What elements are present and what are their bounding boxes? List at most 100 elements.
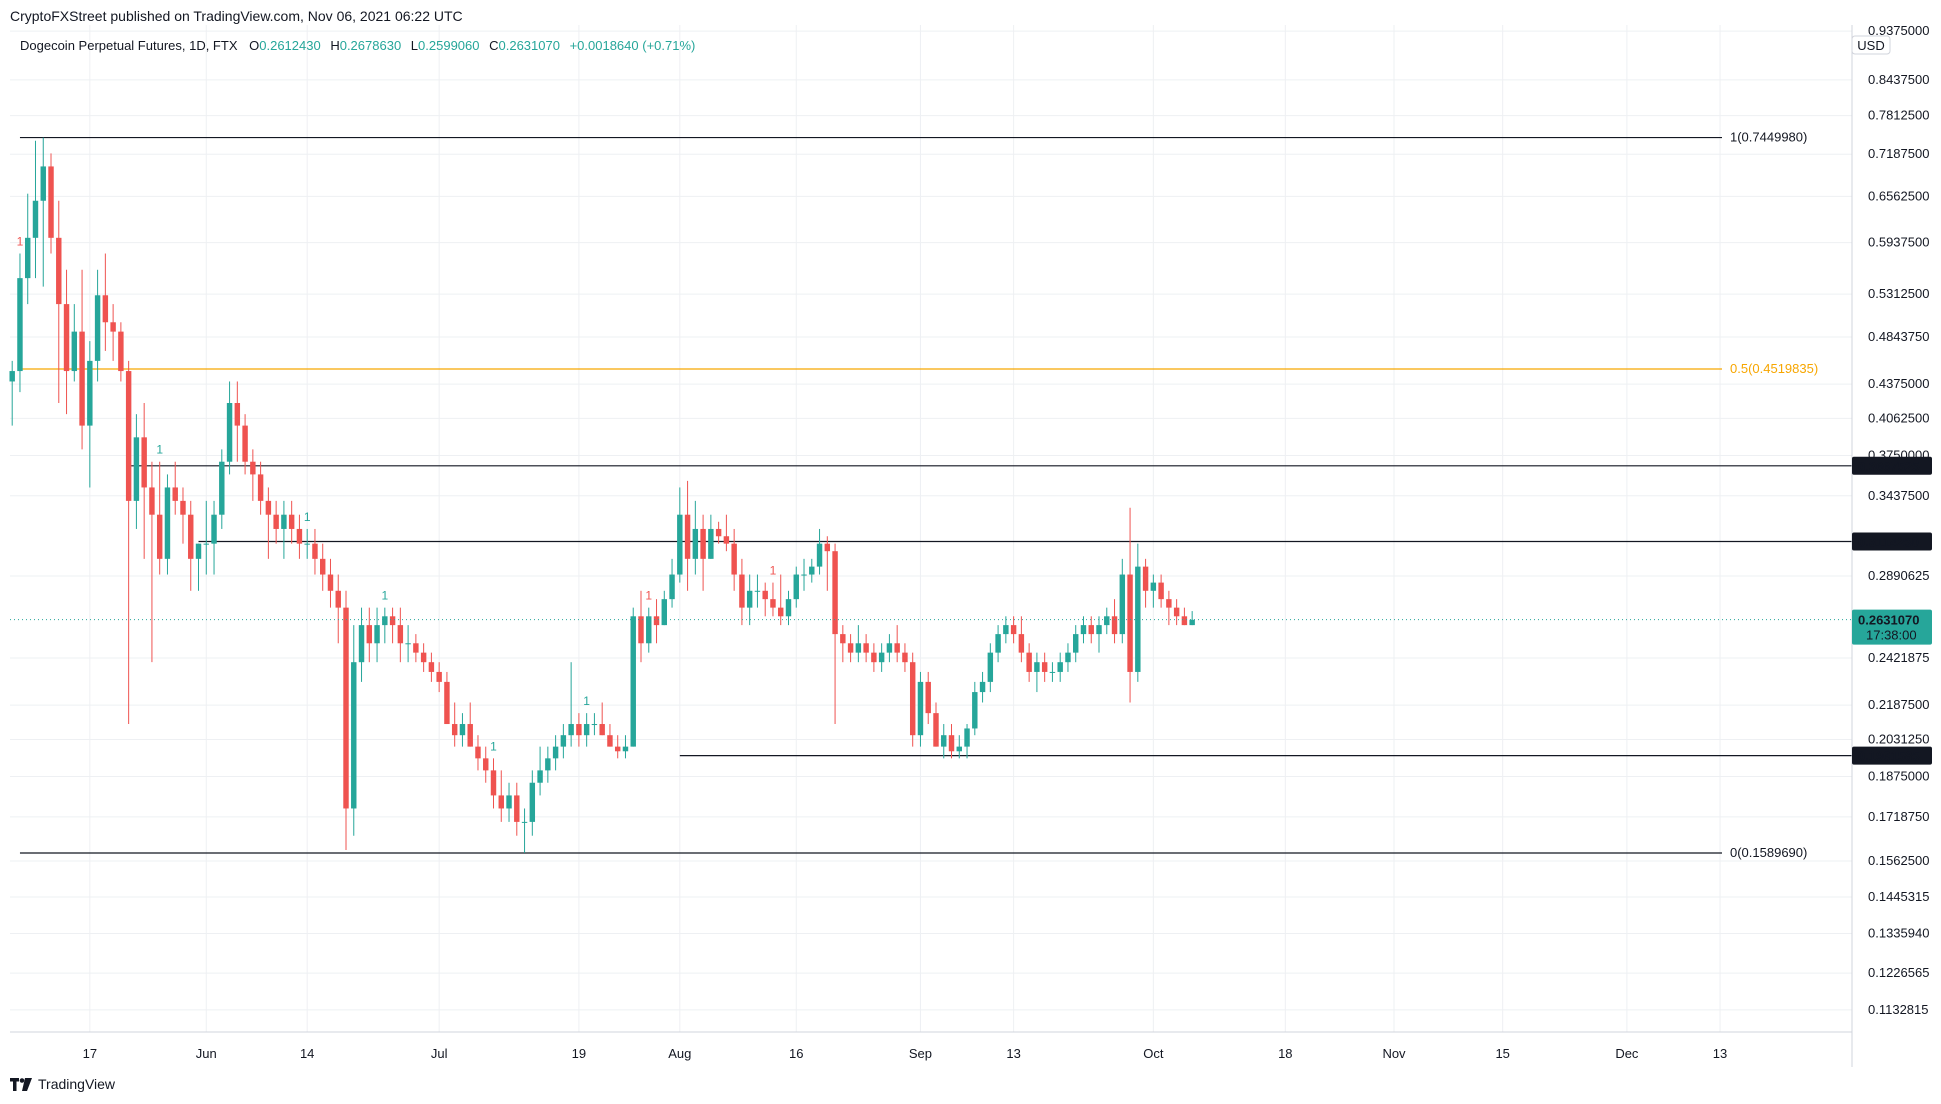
candle-body — [677, 514, 683, 575]
candle-body — [1104, 616, 1110, 626]
candle — [739, 558, 745, 626]
candle — [684, 480, 691, 591]
candle-body — [809, 566, 815, 575]
level-price-badge[interactable] — [1852, 456, 1932, 475]
open-value: 0.2612430 — [259, 38, 321, 53]
candle — [125, 360, 132, 725]
candle — [288, 500, 295, 544]
candle-body — [420, 652, 427, 663]
candle-body — [1041, 662, 1048, 672]
candle-body — [661, 599, 668, 626]
level-price-badge[interactable] — [1852, 746, 1932, 765]
candle — [40, 137, 46, 287]
candle — [886, 634, 893, 663]
candle-body — [552, 746, 559, 759]
time-axis[interactable]: 17 Jun 14 Jul 19 Aug 16 Sep 13 Oct 18 Nov 15 Dec 13 — [83, 1046, 1728, 1061]
candle — [459, 713, 466, 747]
candle — [343, 590, 349, 850]
candle — [444, 671, 450, 725]
candle-body — [428, 662, 435, 672]
candle-body — [48, 166, 54, 238]
candle — [226, 381, 233, 475]
candle — [1057, 652, 1063, 682]
candle-body — [1189, 619, 1195, 626]
candle-body — [1096, 625, 1102, 635]
candle — [1034, 652, 1040, 693]
candle-body — [1057, 662, 1063, 672]
candle-body — [180, 500, 186, 515]
price-axis[interactable]: 0.9375000 0.8437500 0.7812500 0.7187500 0.65… — [1868, 23, 1929, 1017]
last-price-badge[interactable] — [1852, 609, 1932, 645]
candle — [281, 500, 287, 559]
candle — [63, 269, 70, 415]
candle-body — [607, 735, 613, 747]
footer-brand[interactable]: TradingView — [10, 1076, 115, 1092]
level-price-value: 0.3667525 — [1858, 459, 1919, 474]
candle-body — [164, 487, 171, 559]
candle-body — [483, 758, 489, 771]
y-tick-label: 0.7812500 — [1868, 108, 1929, 123]
candle-body — [560, 735, 567, 747]
candle — [1150, 574, 1157, 608]
y-tick-label: 0.8437500 — [1868, 72, 1929, 87]
candle — [79, 269, 85, 450]
candle — [451, 702, 458, 747]
candle — [1189, 611, 1195, 626]
candle-body — [762, 590, 768, 600]
candle-body — [71, 331, 78, 372]
candle — [700, 514, 706, 591]
candle-body — [909, 662, 916, 736]
x-tick-label: 15 — [1495, 1046, 1509, 1061]
candle-body — [188, 514, 194, 559]
candle — [770, 582, 776, 617]
candle-body — [467, 724, 473, 747]
candle — [933, 702, 939, 747]
y-tick-label: 0.1718750 — [1868, 809, 1929, 824]
candle-body — [382, 616, 388, 626]
candle — [964, 724, 970, 759]
candle-body — [327, 574, 334, 591]
candle — [257, 461, 264, 515]
currency-badge[interactable]: USD — [1851, 35, 1891, 55]
candle-body — [211, 514, 217, 544]
x-tick-label: 19 — [572, 1046, 586, 1061]
candle-body — [972, 692, 978, 729]
axes — [10, 25, 1853, 1067]
candle — [413, 634, 419, 663]
candle — [545, 746, 551, 783]
candle-body — [785, 599, 792, 617]
candle-body — [591, 724, 598, 726]
level-price-badge[interactable] — [1852, 532, 1932, 551]
candle — [1049, 662, 1056, 682]
candle — [840, 625, 846, 663]
candle — [956, 735, 962, 759]
candle-body — [141, 437, 147, 488]
candle — [1080, 616, 1087, 644]
symbol-title[interactable]: Dogecoin Perpetual Futures, 1D, FTX — [20, 38, 238, 53]
signal-marker: 1 — [156, 443, 163, 457]
candle-body — [1073, 634, 1079, 653]
candle — [793, 566, 799, 608]
candle-body — [374, 625, 380, 644]
candle — [917, 671, 924, 747]
candle-body — [1173, 607, 1180, 617]
signal-marker: 1 — [304, 510, 311, 524]
candle — [335, 574, 341, 644]
candle-body — [1049, 671, 1056, 673]
candle — [1166, 590, 1172, 626]
candle — [948, 724, 955, 759]
tradingview-logo-icon — [10, 1077, 32, 1091]
candle-body — [925, 681, 931, 714]
high-label: H — [330, 38, 340, 53]
candle-body — [273, 514, 279, 529]
candle-body — [840, 634, 846, 644]
candle-body — [568, 724, 574, 736]
signal-marker: 1 — [770, 564, 777, 578]
candle — [118, 322, 124, 382]
candle — [521, 808, 528, 853]
candle-body — [257, 474, 264, 501]
candle — [203, 500, 209, 575]
candle-body — [498, 795, 504, 809]
candle-body — [242, 425, 248, 462]
